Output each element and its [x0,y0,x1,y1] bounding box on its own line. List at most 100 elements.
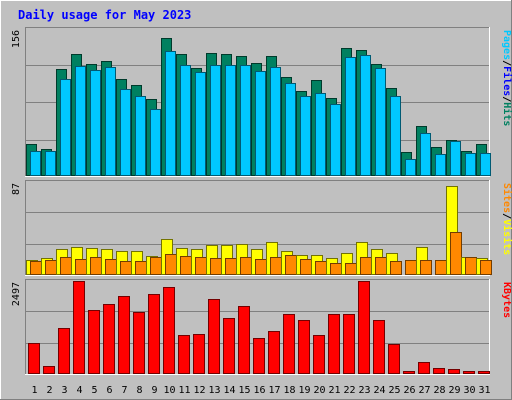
x-tick-label: 22 [343,385,355,396]
bar-sites-day-27 [420,260,432,275]
bar-files-day-7 [120,89,131,176]
x-axis-labels: 1 2 3 4 5 6 7 8 9 10 11 12 13 14 15 16 17 18 19 20 21 22 23 24 2… [31,385,490,396]
bar-sites-day-12 [195,257,207,275]
bar-files-day-11 [180,65,191,176]
legend-visits: Visits [501,219,512,255]
legend-hits: Hits [501,102,512,126]
x-tick-label: 15 [238,385,250,396]
x-tick-label: 8 [136,385,142,396]
chart-panel-3: 2497 KBytes [11,279,512,375]
bar-kbytes-day-24 [373,320,385,374]
bar-kbytes-day-5 [88,310,100,374]
bar-sites-day-20 [315,261,327,275]
bar-kbytes-day-31 [478,371,490,374]
bar-kbytes-day-17 [268,331,280,374]
bar-sites-day-8 [135,261,147,275]
bar-files-day-21 [330,104,341,176]
x-tick-label: 26 [403,385,415,396]
bar-files-day-26 [405,159,416,176]
legend-pages: Pages [501,30,512,60]
bar-files-day-17 [270,67,281,176]
bar-files-day-3 [60,79,71,176]
bar-files-day-10 [165,51,176,176]
bar-files-day-30 [465,153,476,176]
bar-kbytes-day-18 [283,314,295,374]
x-tick-label: 11 [178,385,190,396]
bar-sites-day-17 [270,257,282,275]
bar-files-day-28 [435,154,446,176]
x-tick-label: 20 [313,385,325,396]
bar-sites-day-1 [30,261,42,275]
bar-sites-day-19 [300,259,312,275]
bar-files-day-29 [450,141,461,176]
bar-kbytes-day-12 [193,334,205,374]
bar-files-day-27 [420,133,431,176]
bar-sites-day-18 [285,255,297,275]
bar-sites-day-24 [375,257,387,275]
bar-kbytes-day-13 [208,299,220,374]
bar-kbytes-day-28 [433,368,445,374]
bar-kbytes-day-23 [358,281,370,374]
bar-sites-day-29 [450,232,462,275]
legend-kbytes: KBytes [501,282,512,318]
y-axis-max-label: 2497 [11,282,22,306]
x-tick-label: 4 [76,385,82,396]
bar-files-day-14 [225,65,236,176]
legend-separator: / [501,213,512,219]
x-tick-label: 1 [31,385,37,396]
bar-files-day-31 [480,153,491,176]
x-tick-label: 19 [298,385,310,396]
x-tick-label: 10 [163,385,175,396]
x-tick-label: 30 [463,385,475,396]
x-tick-label: 13 [208,385,220,396]
bar-files-day-23 [360,55,371,176]
series-legend: KBytes [501,282,512,318]
bar-kbytes-day-29 [448,369,460,374]
bar-files-day-13 [210,65,221,176]
bar-sites-day-23 [360,257,372,275]
bar-kbytes-day-1 [28,343,40,374]
bar-kbytes-day-11 [178,335,190,374]
bar-files-day-6 [105,67,116,176]
bar-files-day-19 [300,96,311,176]
bar-files-day-9 [150,109,161,176]
legend-files: Files [501,66,512,96]
bar-files-day-1 [30,151,41,176]
bar-sites-day-21 [330,263,342,275]
bar-kbytes-day-30 [463,371,475,374]
chart-title: Daily usage for May 2023 [18,8,191,22]
bar-sites-day-3 [60,257,72,275]
legend-sites: Sites [501,183,512,213]
bar-files-day-25 [390,96,401,176]
x-tick-label: 5 [91,385,97,396]
bar-files-day-22 [345,57,356,176]
chart-panel-1: 156 Pages/Files/Hits [11,27,512,177]
bar-kbytes-day-21 [328,314,340,374]
bar-sites-day-31 [480,260,492,275]
bar-sites-day-30 [465,257,477,275]
bar-files-day-2 [45,151,56,176]
bar-kbytes-day-8 [133,312,145,374]
x-tick-label: 27 [418,385,430,396]
chart-panel-2: 87 Sites/Visits [11,180,512,276]
bar-files-day-20 [315,93,326,176]
bar-kbytes-day-20 [313,335,325,374]
x-tick-label: 7 [121,385,127,396]
x-tick-label: 12 [193,385,205,396]
bar-kbytes-day-25 [388,344,400,374]
bar-sites-day-16 [255,259,267,275]
y-axis-max-label: 156 [11,30,22,48]
x-tick-label: 31 [478,385,490,396]
bar-sites-day-13 [210,258,222,275]
bar-sites-day-2 [45,260,57,275]
bar-files-day-18 [285,83,296,176]
bar-files-day-4 [75,66,86,176]
x-tick-label: 18 [283,385,295,396]
x-tick-label: 9 [151,385,157,396]
bar-kbytes-day-22 [343,314,355,374]
bar-kbytes-day-19 [298,320,310,374]
bar-kbytes-day-27 [418,362,430,374]
bar-kbytes-day-6 [103,304,115,374]
